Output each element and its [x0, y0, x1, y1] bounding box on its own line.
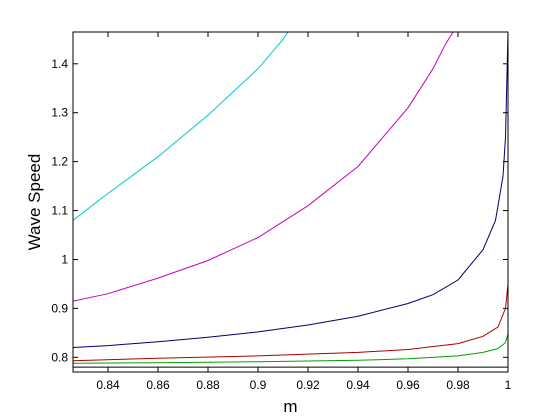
x-tick-label: 0.94 [346, 378, 370, 392]
y-axis-label: Wave Speed [25, 154, 44, 251]
x-tick-label: 0.9 [250, 378, 267, 392]
x-tick-label: 0.98 [446, 378, 470, 392]
series-line-3 [73, 32, 508, 348]
plot-frame [72, 31, 509, 373]
y-tick-label: 1.3 [51, 106, 68, 120]
x-axis-label: m [283, 397, 297, 416]
y-tick-label: 0.9 [51, 301, 68, 315]
x-tick-label: 0.96 [396, 378, 420, 392]
series-line-5 [73, 333, 508, 364]
y-tick-label: 0.8 [51, 350, 68, 364]
y-tick-label: 1.1 [51, 204, 68, 218]
x-tick-label: 0.92 [296, 378, 320, 392]
series-line-2 [73, 32, 454, 302]
y-tick-label: 1.2 [51, 155, 68, 169]
series-layer [73, 32, 508, 368]
series-line-1 [73, 32, 289, 221]
x-tick-label: 0.84 [96, 378, 120, 392]
ticks-layer: 0.84 0.86 0.88 0.9 0.92 0.94 0.96 0.98 1 0.8 0.9 1 1… [51, 32, 512, 392]
y-tick-label: 1 [61, 252, 68, 266]
x-tick-label: 0.86 [146, 378, 170, 392]
x-tick-label: 1 [505, 378, 512, 392]
x-tick-label: 0.88 [196, 378, 220, 392]
series-line-4 [73, 283, 508, 362]
y-tick-label: 1.4 [51, 57, 68, 71]
